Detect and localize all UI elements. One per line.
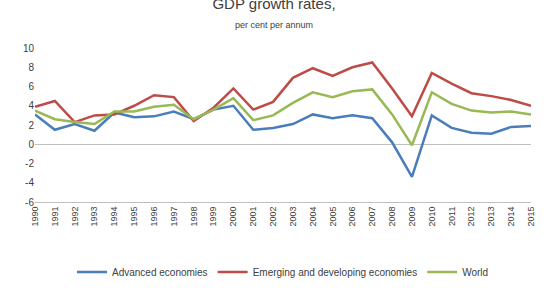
- svg-text:1991: 1991: [50, 207, 60, 227]
- svg-text:2007: 2007: [367, 207, 377, 227]
- svg-text:4: 4: [28, 100, 34, 111]
- svg-text:1993: 1993: [89, 207, 99, 227]
- svg-text:2010: 2010: [427, 207, 437, 227]
- svg-text:2013: 2013: [486, 207, 496, 227]
- svg-text:2003: 2003: [288, 207, 298, 227]
- svg-text:2001: 2001: [248, 207, 258, 227]
- svg-text:2015: 2015: [526, 207, 536, 227]
- svg-text:6: 6: [28, 81, 34, 92]
- svg-text:10: 10: [23, 43, 35, 54]
- svg-text:2004: 2004: [308, 207, 318, 227]
- svg-text:1994: 1994: [109, 207, 119, 227]
- svg-text:1990: 1990: [30, 207, 40, 227]
- svg-text:1997: 1997: [169, 207, 179, 227]
- svg-text:2: 2: [28, 120, 34, 131]
- svg-text:2012: 2012: [466, 207, 476, 227]
- svg-text:2005: 2005: [328, 207, 338, 227]
- svg-text:1992: 1992: [70, 207, 80, 227]
- svg-text:Advanced economies: Advanced economies: [112, 267, 208, 278]
- svg-text:-6: -6: [25, 197, 34, 208]
- svg-text:World: World: [462, 267, 488, 278]
- svg-text:2008: 2008: [387, 207, 397, 227]
- svg-text:1998: 1998: [189, 207, 199, 227]
- svg-text:0: 0: [28, 139, 34, 150]
- svg-text:-4: -4: [25, 177, 34, 188]
- svg-text:2000: 2000: [228, 207, 238, 227]
- svg-text:Emerging and developing econom: Emerging and developing economies: [253, 267, 418, 278]
- svg-text:2014: 2014: [506, 207, 516, 227]
- svg-text:2006: 2006: [347, 207, 357, 227]
- svg-text:GDP growth rates,per cent per: GDP growth rates,per cent per annum: [212, 0, 335, 30]
- svg-text:1996: 1996: [149, 207, 159, 227]
- svg-text:2011: 2011: [447, 207, 457, 226]
- svg-text:8: 8: [28, 62, 34, 73]
- svg-text:2002: 2002: [268, 207, 278, 227]
- svg-text:1999: 1999: [208, 207, 218, 227]
- svg-text:1995: 1995: [129, 207, 139, 227]
- svg-text:2009: 2009: [407, 207, 417, 227]
- svg-text:-2: -2: [25, 158, 34, 169]
